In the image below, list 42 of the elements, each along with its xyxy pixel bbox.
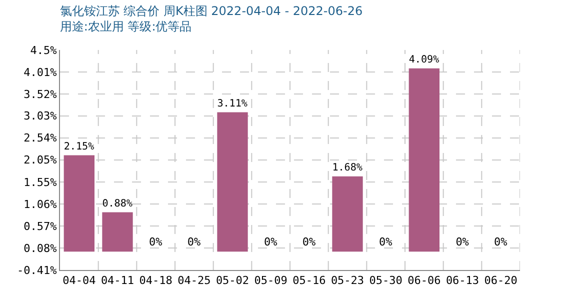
y-tick-label: 0.57%: [24, 220, 58, 233]
bar: [64, 155, 94, 252]
y-tick-label: -0.41%: [17, 264, 58, 277]
y-tick-label: 3.52%: [24, 88, 58, 101]
x-tick-label: 05-30: [369, 274, 402, 288]
data-label: 0%: [494, 236, 508, 249]
chart-subtitle: 用途:农业用 等级:优等品: [60, 20, 192, 34]
data-label: 0%: [379, 236, 393, 249]
y-tick-label: 2.54%: [24, 132, 58, 145]
y-tick-label: 1.55%: [24, 176, 58, 190]
x-tick-label: 05-09: [254, 274, 288, 288]
x-tick-label: 05-16: [292, 274, 326, 288]
x-tick-label: 06-20: [484, 274, 518, 288]
data-label: 4.09%: [408, 54, 440, 66]
x-tick-label: 04-04: [62, 274, 96, 288]
x-tick-label: 05-23: [330, 274, 364, 288]
x-tick-label: 04-25: [178, 274, 211, 288]
data-label: 0%: [264, 236, 278, 249]
data-label: 3.11%: [217, 98, 248, 110]
data-label: 1.68%: [332, 162, 362, 174]
x-tick-label: 05-02: [216, 274, 250, 288]
bar: [408, 68, 440, 252]
bar: [332, 176, 363, 252]
data-label: 0%: [149, 236, 163, 249]
y-tick-label: 4.01%: [24, 66, 58, 79]
data-label: 2.15%: [64, 142, 94, 153]
bar: [217, 112, 248, 252]
x-tick-label: 04-18: [139, 274, 172, 288]
data-label: 0%: [187, 236, 201, 249]
x-tick-label: 04-11: [100, 274, 134, 288]
y-tick-label: 0.08%: [24, 242, 58, 255]
bar: [102, 212, 133, 252]
chart-title: 氯化铵江苏 综合价 周K柱图 2022-04-04 - 2022-06-26: [60, 4, 363, 18]
y-tick-label: 3.03%: [24, 110, 58, 123]
y-tick-label: 2.05%: [24, 154, 58, 167]
x-tick-label: 06-13: [446, 274, 480, 288]
y-tick-label: 1.06%: [24, 198, 58, 211]
x-tick-label: 06-06: [408, 274, 441, 288]
y-tick-label: 4.5%: [30, 44, 58, 57]
data-label: 0%: [302, 236, 316, 249]
data-label: 0%: [456, 236, 470, 249]
data-label: 0.88%: [102, 198, 132, 210]
